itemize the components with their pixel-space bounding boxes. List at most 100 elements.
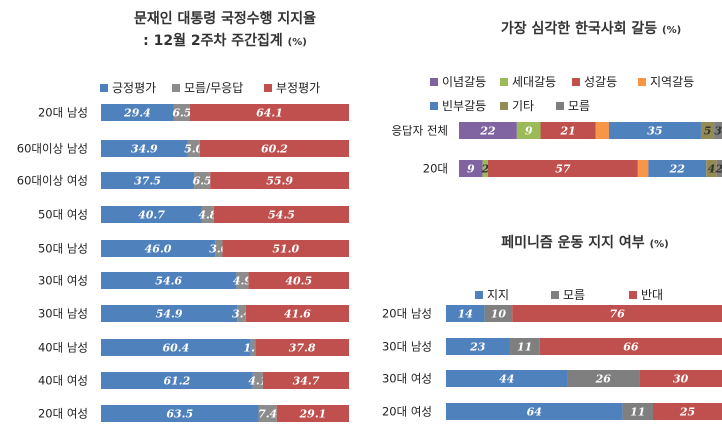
bar-segment (276, 405, 349, 422)
feminism-title-unit: (%) (649, 239, 669, 250)
category-label: 40대 여성 (38, 374, 88, 388)
data-label: 4.8 (198, 209, 217, 222)
data-label: 41.6 (284, 308, 311, 321)
data-label: 55.9 (266, 175, 293, 188)
legend-swatch (500, 101, 508, 110)
data-label: 2 (715, 163, 722, 176)
bar-segment (446, 305, 485, 322)
legend-item-2-1: 모름 (551, 286, 629, 303)
category-label: 20대 여성 (382, 405, 432, 419)
category-label: 30대 남성 (382, 340, 432, 354)
legend-swatch (264, 83, 272, 92)
data-label: 63.5 (166, 408, 193, 421)
legend-label: 긍정평가 (112, 81, 157, 95)
data-label: 6.5 (193, 175, 212, 188)
data-label: 54.5 (268, 209, 295, 222)
bar-segment (446, 403, 623, 420)
bar-segment (199, 140, 349, 157)
data-label: 23 (469, 341, 486, 354)
bar-segment (484, 305, 513, 322)
bar-segment (210, 172, 349, 189)
bar-segment (567, 370, 640, 387)
legend-item-0-2: 부정평가 (264, 79, 344, 96)
legend-label: 반대 (641, 288, 664, 302)
legend-label: 세대갈등 (512, 75, 557, 89)
legend-item-1-4: 빈부갈등 (430, 97, 500, 114)
legend-item-2-0: 지지 (475, 286, 551, 303)
legend-item-0-1: 모름/무응답 (172, 79, 264, 96)
legend-item-1-0: 이념갈등 (430, 73, 500, 90)
bar-segment (539, 338, 722, 355)
approval-title-line2: : 12월 2주차 주간집계 (%) (100, 30, 350, 54)
data-label: 9 (525, 125, 533, 138)
data-label: 76 (609, 308, 625, 321)
bar-segment (446, 370, 568, 387)
data-label: 54.6 (155, 275, 182, 288)
data-label: 22 (479, 125, 496, 138)
data-label: 57 (555, 163, 571, 176)
data-label: 21 (559, 125, 575, 138)
legend-swatch (556, 101, 564, 110)
bar-segment (482, 160, 488, 177)
bar-segment (101, 172, 195, 189)
data-label: 51.0 (272, 243, 299, 256)
bar-segment (516, 122, 541, 139)
bar-segment (101, 240, 216, 257)
approval-title-unit: (%) (287, 37, 307, 48)
data-label: 2 (480, 163, 489, 176)
category-label: 20대 남성 (382, 307, 432, 321)
bar-segment (101, 206, 202, 223)
conflict-legend: 이념갈등 세대갈등 성갈등 지역갈등 빈부갈등 기타 모름 (430, 73, 722, 114)
data-label: 34.9 (131, 143, 158, 156)
legend-item-1-6: 모름 (556, 97, 606, 114)
bar-segment (237, 305, 246, 322)
legend-label: 기타 (512, 99, 535, 113)
category-label: 50대 남성 (38, 242, 88, 256)
category-label: 50대 여성 (38, 208, 88, 222)
data-label: 22 (669, 163, 686, 176)
data-label: 11 (517, 341, 532, 354)
category-label: 30대 여성 (382, 372, 432, 386)
bar-segment (190, 104, 349, 121)
bar-segment (262, 372, 349, 389)
data-label: 6.5 (172, 107, 191, 120)
category-label: 60대이상 남성 (17, 142, 88, 156)
bar-segment (648, 160, 707, 177)
data-label: 35 (647, 125, 662, 138)
bar-segment (213, 206, 349, 223)
bar-segment (194, 172, 211, 189)
bar-segment (595, 122, 609, 139)
legend-swatch (500, 77, 508, 86)
legend-label: 성갈등 (584, 75, 618, 89)
bar-segment (101, 104, 174, 121)
data-label: 29.4 (123, 107, 151, 120)
bar-segment (173, 104, 191, 121)
bar-segment (222, 240, 349, 257)
data-label: 64.1 (256, 107, 283, 120)
category-label: 30대 남성 (38, 307, 88, 321)
bar-segment (101, 372, 253, 389)
category-label: 20대 (423, 162, 448, 176)
bar-segment (245, 305, 349, 322)
legend-swatch (638, 77, 646, 86)
bar-segment (101, 305, 238, 322)
data-label: 11 (630, 406, 645, 419)
bar-segment (653, 403, 722, 420)
data-label: 60.2 (261, 143, 288, 156)
category-label: 응답자 전체 (391, 124, 448, 138)
data-label: 9 (467, 163, 475, 176)
data-label: 4.1 (248, 375, 267, 388)
legend-swatch (475, 290, 483, 299)
data-label: 26 (595, 373, 612, 386)
category-label: 60대이상 여성 (17, 174, 88, 188)
legend-swatch (629, 290, 637, 299)
bar-segment (706, 160, 717, 177)
data-label: 61.2 (163, 375, 190, 388)
bar-segment (201, 206, 214, 223)
bar-segment (622, 403, 653, 420)
legend-label: 모름 (568, 99, 591, 113)
data-label: 3 (714, 125, 722, 138)
conflict-chart-title: 가장 심각한 한국사회 갈등 (%) (460, 18, 722, 42)
legend-label: 모름/무응답 (184, 81, 244, 95)
data-label: 54.9 (156, 308, 183, 321)
